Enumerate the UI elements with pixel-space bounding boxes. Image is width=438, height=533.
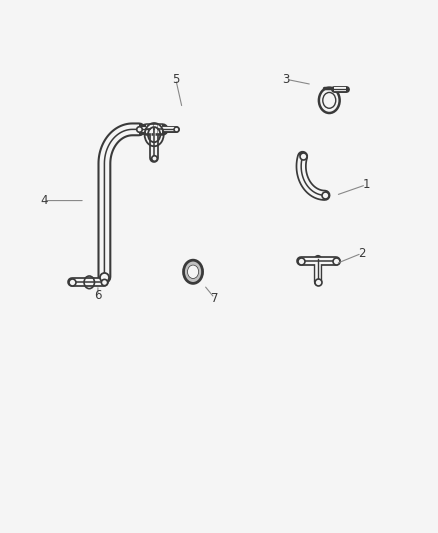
Text: 4: 4 [40, 194, 48, 207]
Text: 1: 1 [362, 178, 370, 191]
Text: 6: 6 [94, 289, 102, 302]
Text: 5: 5 [172, 73, 180, 86]
Text: 2: 2 [358, 247, 365, 260]
Text: 3: 3 [283, 73, 290, 86]
Text: 7: 7 [211, 292, 219, 305]
Circle shape [188, 265, 198, 278]
Circle shape [184, 260, 202, 284]
